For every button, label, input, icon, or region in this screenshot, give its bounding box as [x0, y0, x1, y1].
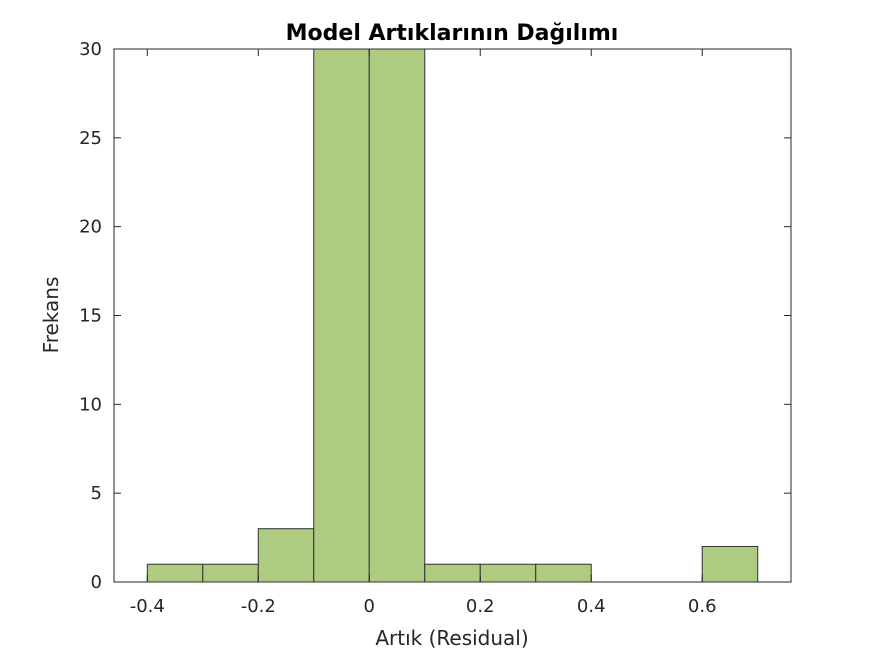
x-tick-label: 0.2	[466, 596, 495, 617]
y-tick-label: 10	[79, 394, 102, 415]
x-tick-label: 0	[364, 596, 375, 617]
histogram-bar	[368, 48, 426, 583]
histogram-bar	[479, 563, 537, 583]
histogram-bar	[257, 528, 315, 583]
chart-title: Model Artıklarının Dağılımı	[286, 21, 619, 46]
bars-group	[146, 48, 759, 583]
x-tick-label: -0.2	[241, 596, 276, 617]
y-tick-label: 15	[79, 306, 102, 327]
y-tick-label: 30	[79, 39, 102, 60]
histogram-bar	[313, 48, 370, 583]
plot-area	[113, 48, 792, 583]
x-axis-label: Artık (Residual)	[375, 626, 528, 650]
x-tick-label: -0.4	[130, 596, 165, 617]
histogram-bar	[701, 545, 759, 583]
histogram-bar	[424, 563, 481, 583]
y-tick-label: 20	[79, 217, 102, 238]
y-axis-label: Frekans	[39, 277, 63, 354]
y-tick-label: 25	[79, 128, 102, 149]
y-tick-label: 0	[91, 572, 102, 593]
y-tick-label: 5	[91, 483, 102, 504]
histogram-bar	[202, 563, 259, 583]
x-tick-label: 0.4	[577, 596, 606, 617]
x-tick-label: 0.6	[688, 596, 717, 617]
ticks-group: -0.4 -0.2 0 0.2 0.4 0.6 0 5 10 15 20 25 30	[79, 39, 791, 617]
histogram-bar	[146, 563, 204, 583]
histogram-bar	[535, 563, 592, 583]
